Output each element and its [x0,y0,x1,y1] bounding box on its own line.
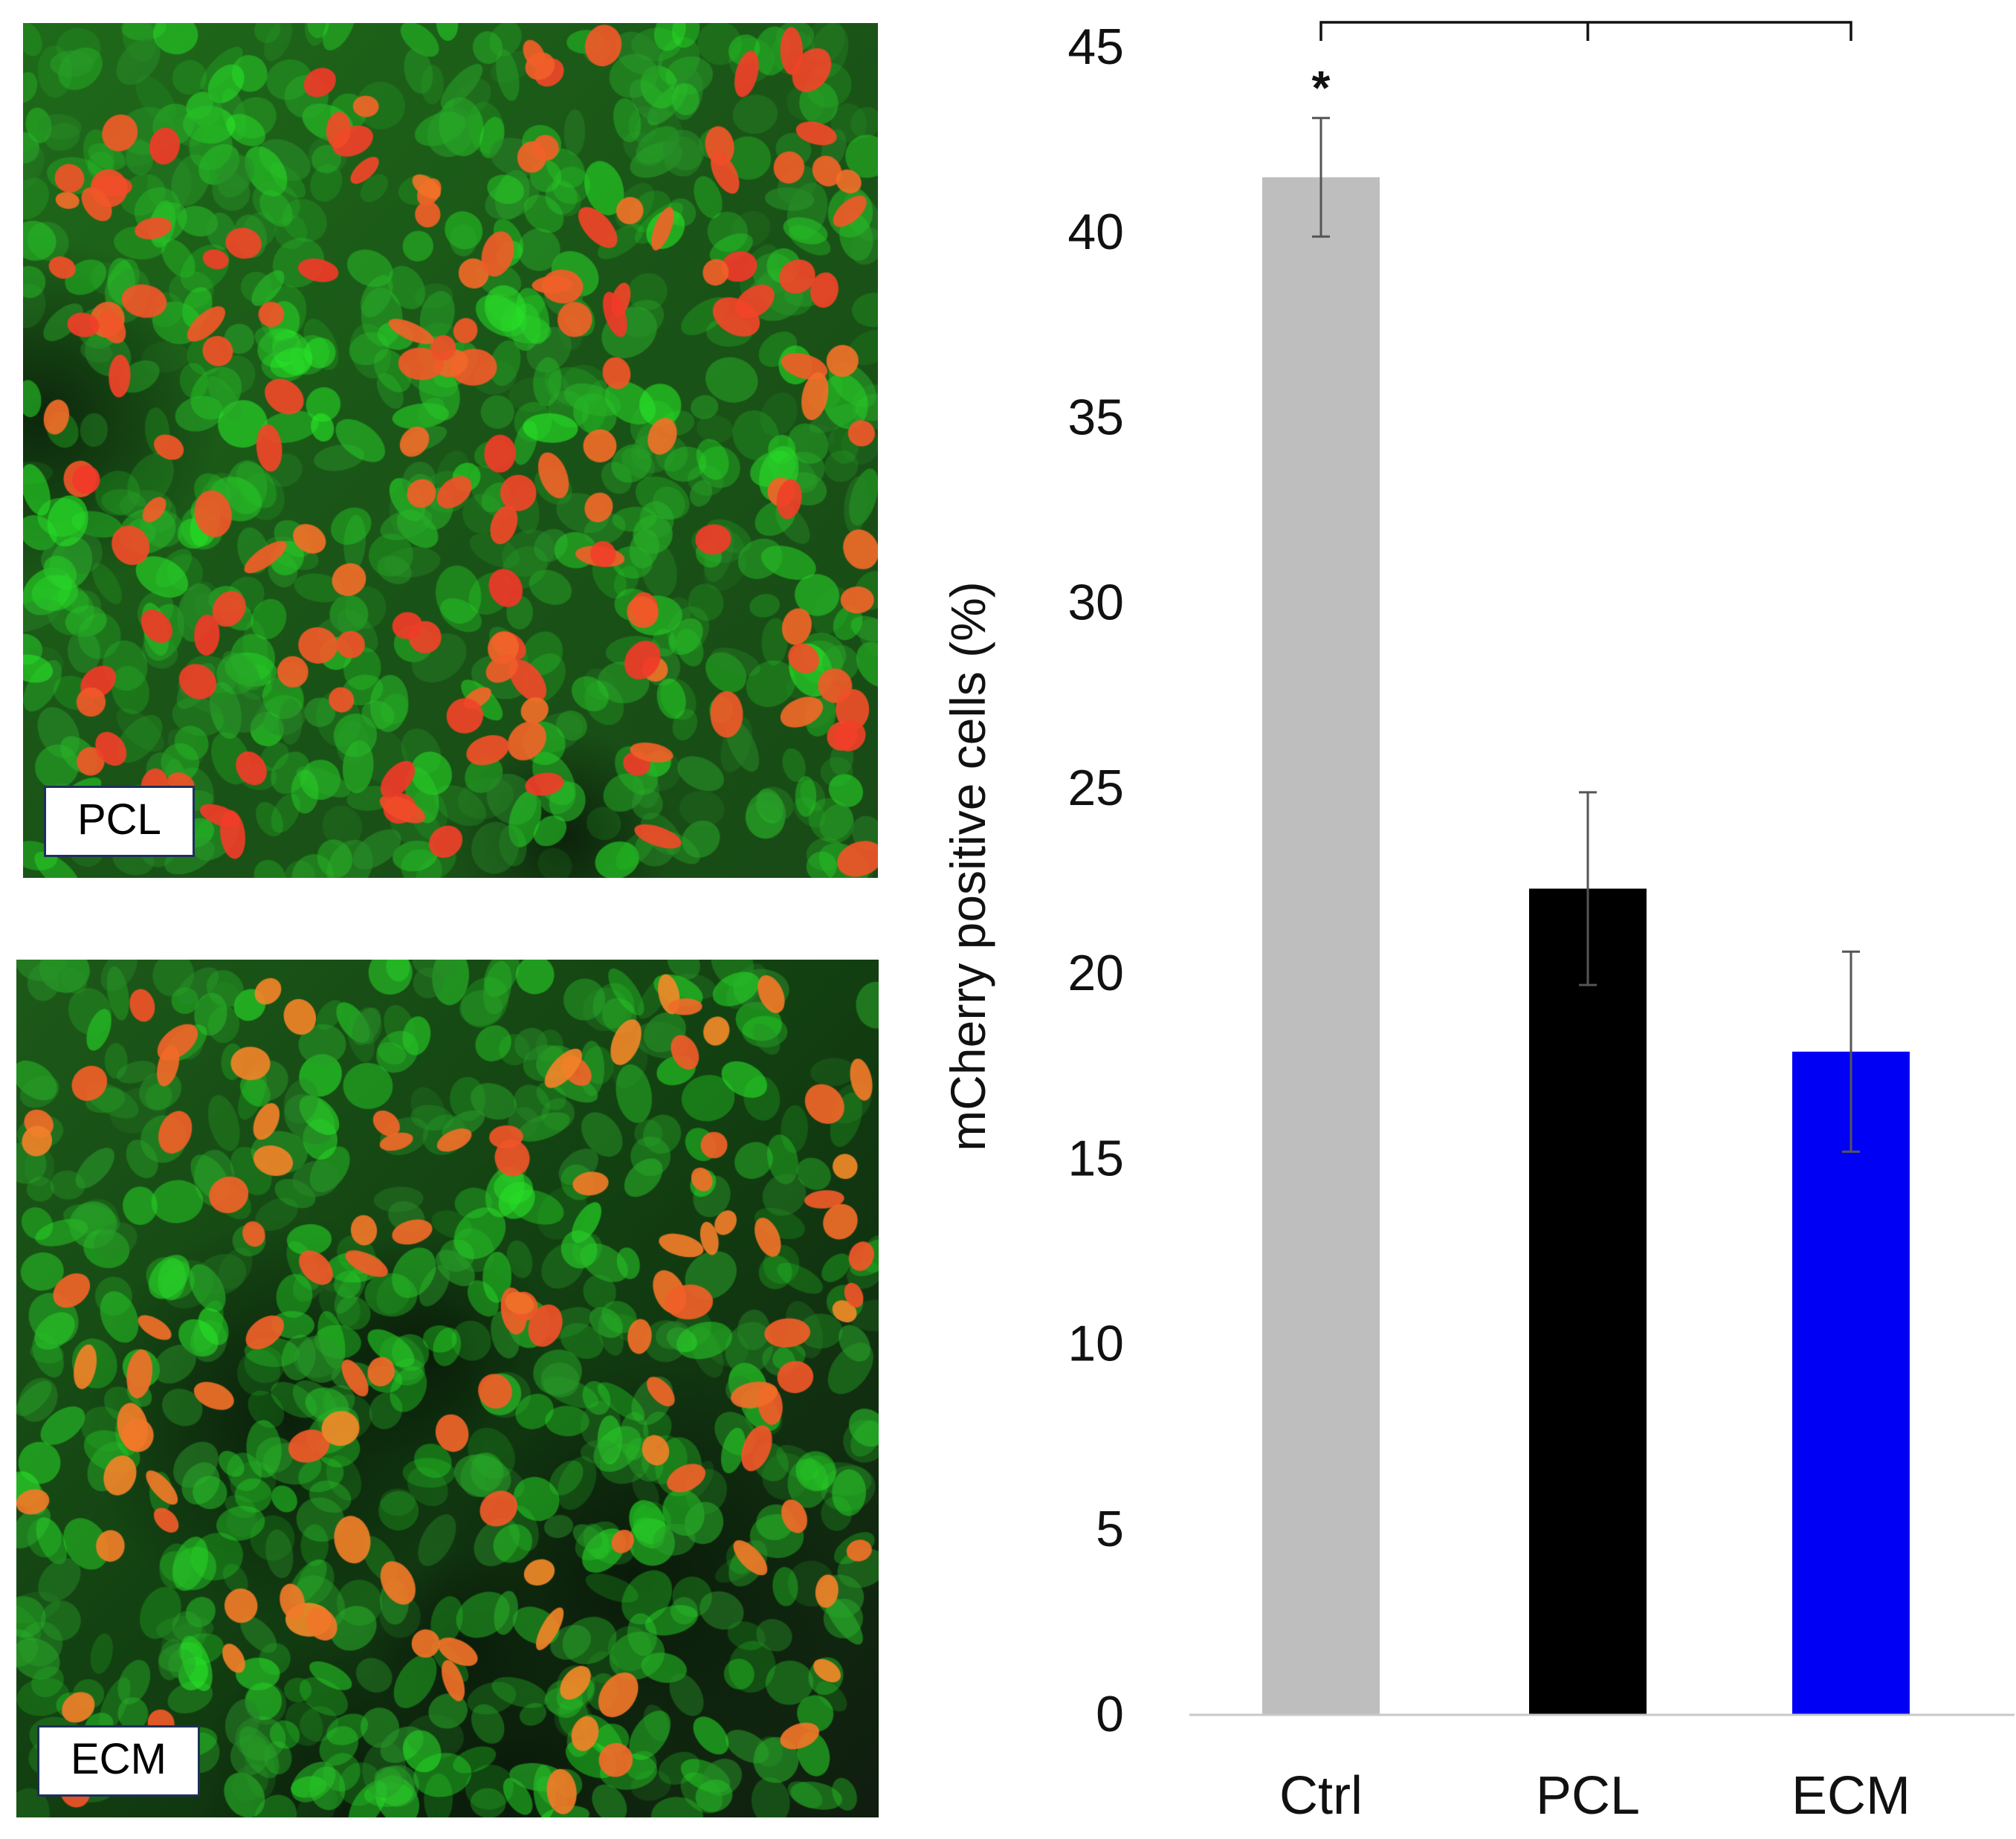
ecm-micrograph: ECM [16,960,879,1817]
y-tick-label-45: 45 [1067,19,1124,75]
annotations: * [1312,61,1331,114]
error-bar-ctrl [1312,117,1330,238]
x-tick-label-ecm: ECM [1792,1766,1910,1826]
y-tick-label-0: 0 [1096,1686,1124,1742]
bar-pcl [1529,888,1647,1715]
ecm-micrograph-image [16,960,879,1817]
y-axis-label: mCherry positive cells (%) [940,581,995,1151]
x-axis-tick-labels: Ctrl PCL ECM [1279,1766,1910,1826]
y-tick-label-30: 30 [1067,575,1124,631]
pcl-micrograph-image [23,23,878,878]
y-tick-label-40: 40 [1067,204,1124,260]
significance-bracket [1319,21,1852,41]
y-tick-label-15: 15 [1067,1130,1124,1186]
y-tick-label-35: 35 [1067,389,1124,445]
y-tick-label-25: 25 [1067,760,1124,816]
x-tick-label-ctrl: Ctrl [1279,1766,1363,1826]
y-tick-label-5: 5 [1096,1501,1124,1557]
bars [1262,177,1910,1715]
x-tick-label-pcl: PCL [1536,1766,1640,1826]
significance-asterisk: * [1312,61,1331,114]
pcl-micrograph: PCL [23,23,878,878]
y-tick-label-10: 10 [1067,1316,1124,1372]
pcl-panel-label: PCL [44,786,195,857]
y-axis-ticks: 0 5 10 15 20 25 30 35 40 45 [1067,19,1124,1742]
error-bar-pcl [1579,791,1597,986]
ecm-panel-label: ECM [37,1725,200,1797]
y-tick-label-20: 20 [1067,945,1124,1001]
bar-chart: 0 5 10 15 20 25 30 35 40 45 mCherry positive cell… [885,0,2016,1839]
bar-ecm [1792,1051,1910,1715]
bar-ctrl [1262,177,1380,1715]
bracket-line [1319,21,1852,41]
error-bars [1312,117,1860,1153]
bar-chart-svg: 0 5 10 15 20 25 30 35 40 45 mCherry positive cell… [940,19,2015,1826]
error-bar-ecm [1842,950,1860,1153]
